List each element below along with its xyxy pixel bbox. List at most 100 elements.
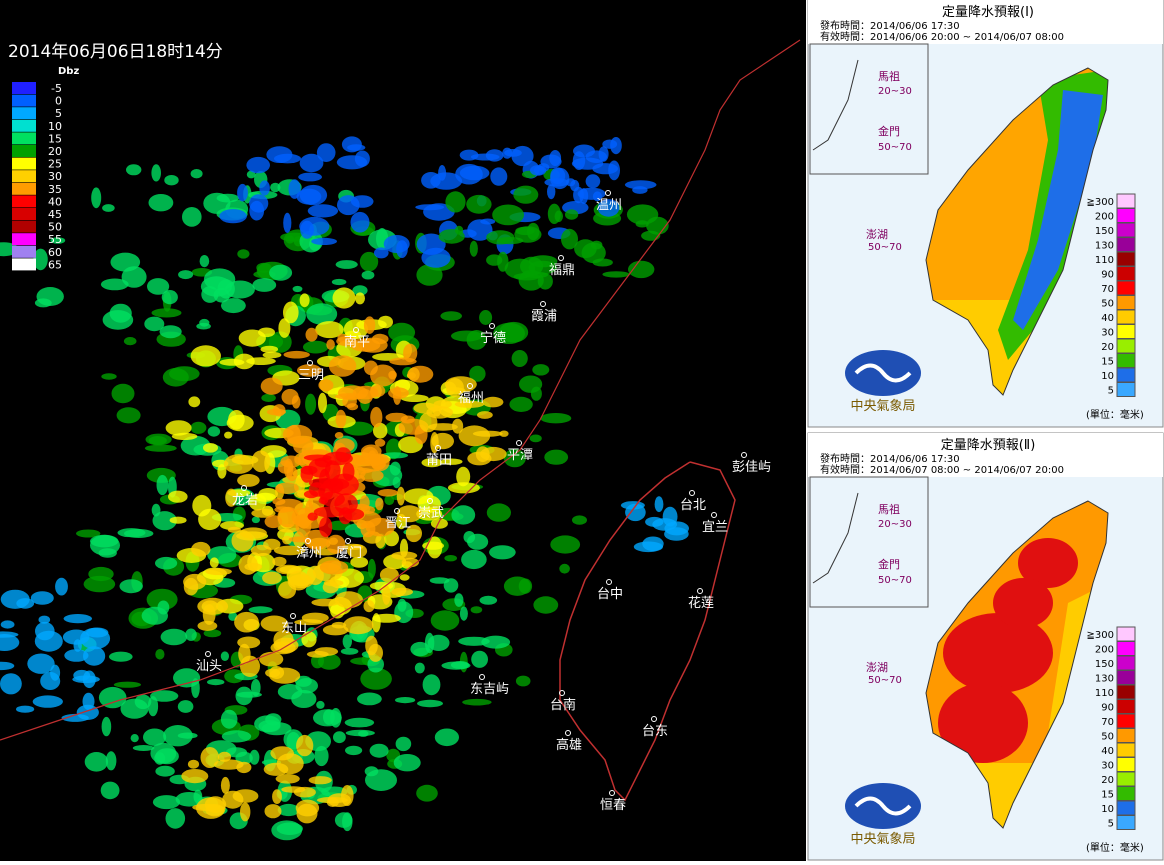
radar-echo: [236, 691, 262, 698]
city-dot: [241, 485, 247, 491]
radar-echo: [633, 541, 664, 553]
city-dot: [558, 255, 564, 261]
radar-echo: [0, 673, 22, 695]
radar-echo: [441, 661, 471, 670]
legend-swatch: [1116, 786, 1136, 801]
radar-echo: [447, 482, 480, 494]
radar-echo: [336, 336, 357, 347]
radar-timestamp: 2014年06月06日18时14分: [8, 42, 223, 62]
radar-echo: [489, 545, 516, 560]
radar-echo: [256, 262, 272, 273]
radar-echo: [396, 486, 406, 506]
radar-echo: [109, 651, 133, 662]
radar-echo: [537, 273, 553, 290]
taiwan-coast: [559, 461, 736, 802]
radar-echo: [295, 799, 320, 817]
city-dot: [394, 508, 400, 514]
radar-echo: [270, 182, 281, 193]
radar-echo: [467, 533, 489, 550]
radar-echo: [445, 191, 466, 213]
radar-echo: [430, 610, 460, 631]
city-label: 三明: [298, 368, 324, 383]
radar-echo: [641, 230, 661, 241]
radar-echo: [493, 322, 525, 344]
city-label: 恒春: [600, 798, 626, 813]
legend-swatch: [1116, 655, 1136, 671]
radar-echo: [469, 365, 486, 382]
issued-time: 發布時間：2014/06/06 17:30: [820, 452, 960, 465]
legend-swatch: [12, 195, 36, 208]
legend-label: 10: [48, 120, 62, 133]
radar-echo: [34, 630, 63, 652]
legend-swatch: [1116, 670, 1136, 685]
legend-label: ≧300: [1087, 197, 1114, 208]
legend-label: 70: [1101, 284, 1114, 295]
city-label: 汕头: [196, 659, 222, 674]
legend-label: 40: [1101, 313, 1114, 324]
legend-swatch: [12, 208, 36, 220]
agency-logo-swirl: [854, 363, 912, 383]
radar-echo: [220, 776, 230, 794]
island-name: 馬祖: [878, 502, 900, 516]
radar-echo: [273, 637, 299, 653]
radar-echo: [283, 350, 310, 359]
radar-echo: [147, 278, 170, 295]
radar-echo: [554, 210, 563, 223]
radar-echo: [116, 407, 141, 424]
rain-blue: [1013, 90, 1103, 330]
radar-echo: [182, 207, 202, 227]
radar-echo: [326, 339, 335, 350]
radar-echo: [303, 490, 319, 499]
radar-echo: [374, 438, 386, 447]
radar-echo: [120, 698, 149, 719]
city-label: 高雄: [556, 737, 582, 753]
radar-echo: [382, 585, 391, 605]
city-dot: [565, 730, 571, 736]
radar-echo: [175, 792, 203, 807]
radar-echo: [288, 574, 314, 589]
radar-echo: [371, 613, 381, 633]
radar-echo: [275, 482, 299, 495]
radar-echo: [143, 728, 167, 746]
island-range: 50~70: [868, 675, 902, 686]
radar-echo: [73, 639, 82, 652]
city-dot: [489, 323, 495, 329]
radar-echo: [204, 796, 227, 813]
legend-swatch: [12, 245, 36, 258]
radar-echo: [311, 598, 340, 607]
radar-echo: [181, 769, 209, 784]
radar-echo: [385, 412, 408, 423]
radar-echo: [540, 413, 572, 424]
radar-echo: [259, 651, 284, 667]
radar-echo: [220, 709, 238, 729]
legend-label: 130: [1095, 674, 1114, 685]
radar-echo: [455, 163, 483, 185]
radar-echo: [350, 556, 369, 568]
radar-echo: [191, 541, 211, 557]
radar-echo: [274, 506, 291, 513]
radar-echo: [445, 378, 464, 397]
legend-label: 15: [48, 132, 62, 145]
legend-label: 25: [48, 158, 62, 171]
legend-swatch: [12, 157, 36, 170]
city-label: 温州: [596, 198, 622, 213]
inset-box: [809, 476, 929, 608]
city-dot: [540, 301, 546, 307]
city-dot: [559, 690, 565, 696]
radar-echo: [260, 377, 283, 395]
radar-echo: [251, 516, 260, 524]
city-label: 东吉屿: [470, 682, 509, 697]
legend-swatch: [1116, 222, 1136, 238]
radar-echo: [592, 258, 613, 267]
radar-echo: [269, 264, 293, 281]
legend-label: 0: [55, 95, 62, 108]
radar-echo: [350, 211, 370, 233]
legend-swatch: [1116, 193, 1136, 209]
radar-echo: [452, 418, 464, 434]
radar-echo: [602, 271, 630, 278]
agency-name: 中央氣象局: [850, 832, 915, 847]
radar-echo: [236, 761, 252, 774]
legend-label: 30: [1101, 328, 1114, 339]
radar-echo: [393, 386, 402, 405]
